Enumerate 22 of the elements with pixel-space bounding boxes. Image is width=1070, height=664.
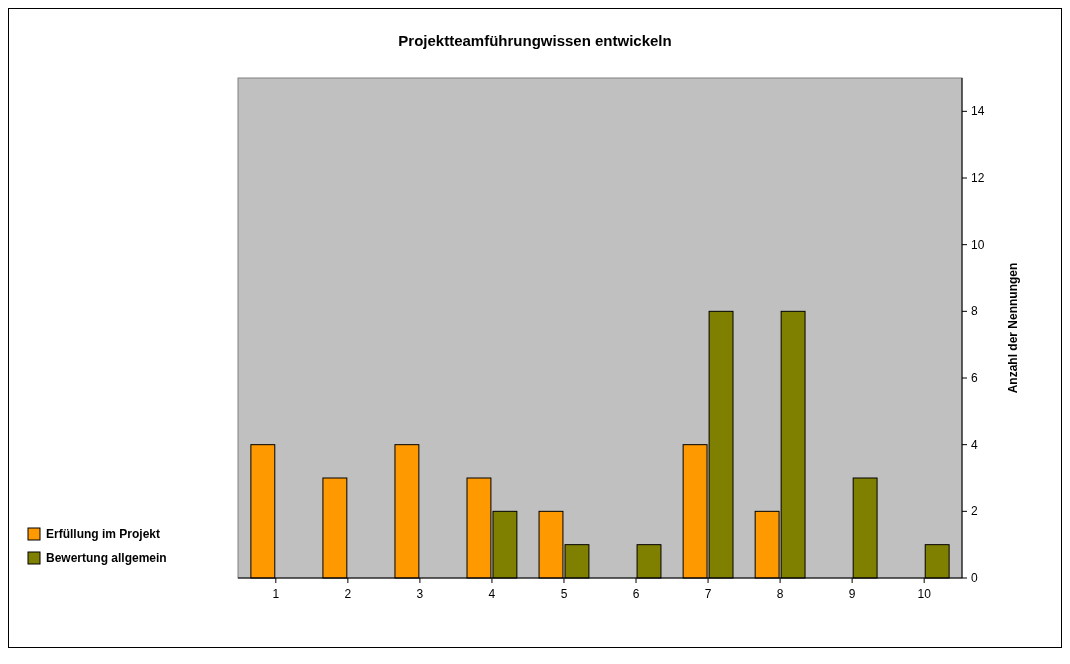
x-tick-label: 5 xyxy=(560,587,568,601)
chart-title: Projektteamführungwissen entwickeln xyxy=(398,32,672,49)
x-tick-label: 2 xyxy=(344,587,352,601)
x-tick-label: 10 xyxy=(917,587,932,601)
x-tick-label: 9 xyxy=(848,587,856,601)
y-tick-label: 12 xyxy=(971,171,985,185)
x-tick-label: 6 xyxy=(632,587,640,601)
legend-label: Bewertung allgemein xyxy=(46,551,167,565)
y-tick-label: 6 xyxy=(971,371,978,385)
y-axis-title: Anzahl der Nennungen xyxy=(1006,262,1020,394)
x-tick-label: 4 xyxy=(488,587,496,601)
y-tick-label: 10 xyxy=(971,237,985,252)
x-tick-label: 3 xyxy=(416,587,424,601)
y-tick-label: 0 xyxy=(971,571,978,585)
x-tick-label: 1 xyxy=(272,587,280,601)
x-tick-label: 8 xyxy=(776,587,784,601)
x-tick-label: 7 xyxy=(704,587,712,601)
y-tick-label: 8 xyxy=(971,304,978,319)
legend-label: Erfüllung im Projekt xyxy=(46,527,161,541)
y-tick-label: 4 xyxy=(971,437,978,452)
y-tick-label: 14 xyxy=(971,104,985,119)
y-tick-label: 2 xyxy=(971,504,978,519)
